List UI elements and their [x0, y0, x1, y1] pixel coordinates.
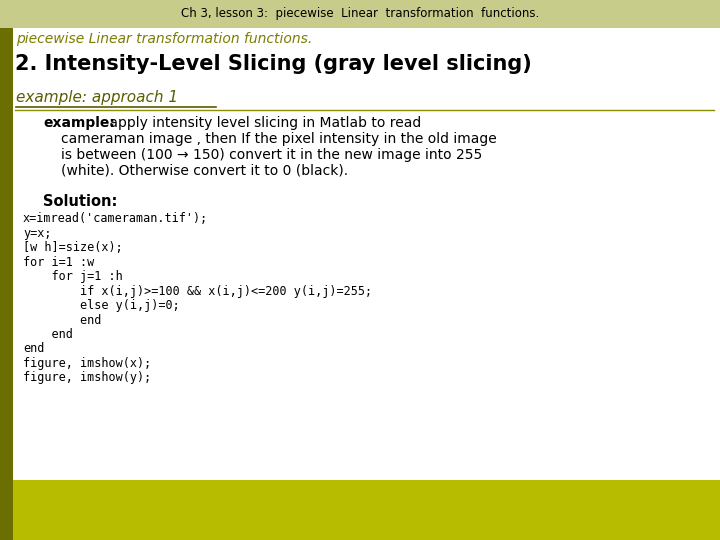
Text: for j=1 :h: for j=1 :h	[23, 270, 122, 283]
Text: if x(i,j)>=100 && x(i,j)<=200 y(i,j)=255;: if x(i,j)>=100 && x(i,j)<=200 y(i,j)=255…	[23, 285, 372, 298]
Text: 2. Intensity-Level Slicing (gray level slicing): 2. Intensity-Level Slicing (gray level s…	[15, 54, 532, 74]
Text: y=x;: y=x;	[23, 226, 52, 240]
Text: end: end	[23, 328, 73, 341]
Text: (white). Otherwise convert it to 0 (black).: (white). Otherwise convert it to 0 (blac…	[61, 164, 348, 178]
Text: end: end	[23, 314, 102, 327]
Text: x=imread('cameraman.tif');: x=imread('cameraman.tif');	[23, 212, 208, 225]
Text: figure, imshow(y);: figure, imshow(y);	[23, 372, 151, 384]
Text: end: end	[23, 342, 45, 355]
Text: example: approach 1: example: approach 1	[16, 90, 178, 105]
Text: example:: example:	[43, 116, 115, 130]
Text: else y(i,j)=0;: else y(i,j)=0;	[23, 299, 180, 312]
Text: cameraman image , then If the pixel intensity in the old image: cameraman image , then If the pixel inte…	[61, 132, 497, 146]
Text: Solution:: Solution:	[43, 194, 117, 209]
Text: for i=1 :w: for i=1 :w	[23, 255, 94, 268]
Text: apply intensity level slicing in Matlab to read: apply intensity level slicing in Matlab …	[105, 116, 421, 130]
Bar	[0, 28, 13, 540]
Text: figure, imshow(x);: figure, imshow(x);	[23, 357, 151, 370]
Bar	[13, 480, 720, 540]
Text: is between (100 → 150) convert it in the new image into 255: is between (100 → 150) convert it in the…	[61, 148, 482, 162]
Bar	[0, 0, 720, 28]
Text: piecewise Linear transformation functions.: piecewise Linear transformation function…	[16, 32, 312, 46]
Text: [w h]=size(x);: [w h]=size(x);	[23, 241, 122, 254]
Text: Ch 3, lesson 3:  piecewise  Linear  transformation  functions.: Ch 3, lesson 3: piecewise Linear transfo…	[181, 8, 539, 21]
